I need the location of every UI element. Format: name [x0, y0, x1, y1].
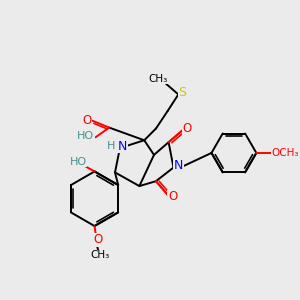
Text: OCH₃: OCH₃: [272, 148, 299, 158]
Text: HO: HO: [69, 157, 86, 167]
Text: O: O: [82, 114, 92, 127]
Text: O: O: [182, 122, 192, 135]
Text: O: O: [168, 190, 177, 203]
Text: CH₃: CH₃: [148, 74, 167, 84]
Text: O: O: [94, 233, 103, 246]
Text: S: S: [178, 86, 186, 99]
Text: N: N: [118, 140, 128, 153]
Text: CH₃: CH₃: [91, 250, 110, 260]
Text: N: N: [174, 159, 183, 172]
Text: HO: HO: [77, 131, 94, 141]
Text: H: H: [107, 141, 115, 151]
